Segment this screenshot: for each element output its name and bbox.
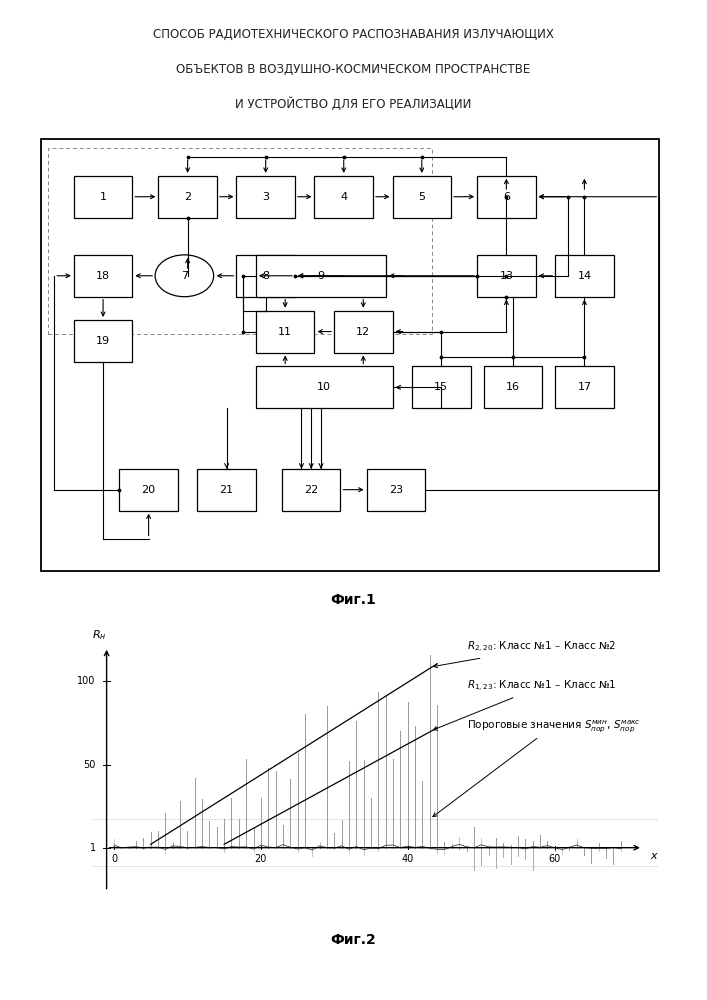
Text: 4: 4 xyxy=(340,192,347,202)
Text: 22: 22 xyxy=(304,485,318,495)
Text: 8: 8 xyxy=(262,271,269,281)
Text: И УСТРОЙСТВО ДЛЯ ЕГО РЕАЛИЗАЦИИ: И УСТРОЙСТВО ДЛЯ ЕГО РЕАЛИЗАЦИИ xyxy=(235,98,472,111)
FancyBboxPatch shape xyxy=(412,366,471,408)
FancyBboxPatch shape xyxy=(555,366,614,408)
Text: 23: 23 xyxy=(389,485,403,495)
Text: 19: 19 xyxy=(96,336,110,346)
Text: Фиг.1: Фиг.1 xyxy=(331,593,376,607)
Text: 1: 1 xyxy=(100,192,107,202)
Text: 9: 9 xyxy=(317,271,325,281)
Text: 13: 13 xyxy=(499,271,513,281)
Circle shape xyxy=(155,255,214,297)
FancyBboxPatch shape xyxy=(366,469,425,511)
FancyBboxPatch shape xyxy=(158,176,217,218)
FancyBboxPatch shape xyxy=(555,255,614,297)
Text: 1: 1 xyxy=(90,843,95,853)
Text: Пороговые значения $S_{пор}^{мин}$, $S_{пор}^{макс}$: Пороговые значения $S_{пор}^{мин}$, $S_{… xyxy=(433,718,641,817)
Text: 7: 7 xyxy=(181,271,188,281)
Text: ОБЪЕКТОВ В ВОЗДУШНО-КОСМИЧЕСКОМ ПРОСТРАНСТВЕ: ОБЪЕКТОВ В ВОЗДУШНО-КОСМИЧЕСКОМ ПРОСТРАН… xyxy=(176,63,531,76)
FancyBboxPatch shape xyxy=(256,311,315,353)
FancyBboxPatch shape xyxy=(74,320,132,362)
FancyBboxPatch shape xyxy=(236,255,295,297)
FancyBboxPatch shape xyxy=(315,176,373,218)
Text: 3: 3 xyxy=(262,192,269,202)
Text: $R_н$: $R_н$ xyxy=(92,628,107,642)
Text: 20: 20 xyxy=(141,485,156,495)
Text: 100: 100 xyxy=(77,676,95,686)
Text: $R_{1,23}$: Класс №1 – Класс №1: $R_{1,23}$: Класс №1 – Класс №1 xyxy=(433,679,617,730)
Text: 6: 6 xyxy=(503,192,510,202)
FancyBboxPatch shape xyxy=(236,176,295,218)
Text: 10: 10 xyxy=(317,382,332,392)
FancyBboxPatch shape xyxy=(477,176,536,218)
Text: 5: 5 xyxy=(419,192,426,202)
FancyBboxPatch shape xyxy=(256,255,386,297)
Text: 60: 60 xyxy=(549,854,561,864)
Text: 15: 15 xyxy=(434,382,448,392)
FancyBboxPatch shape xyxy=(484,366,542,408)
FancyBboxPatch shape xyxy=(119,469,178,511)
Text: 50: 50 xyxy=(83,760,95,770)
FancyBboxPatch shape xyxy=(256,366,392,408)
FancyBboxPatch shape xyxy=(334,311,392,353)
Text: 12: 12 xyxy=(356,327,370,337)
Text: $R_{2,20}$: Класс №1 – Класс №2: $R_{2,20}$: Класс №1 – Класс №2 xyxy=(433,640,616,668)
FancyBboxPatch shape xyxy=(282,469,341,511)
FancyBboxPatch shape xyxy=(197,469,256,511)
Text: 21: 21 xyxy=(220,485,234,495)
Text: 11: 11 xyxy=(278,327,292,337)
FancyBboxPatch shape xyxy=(477,255,536,297)
Text: 14: 14 xyxy=(578,271,592,281)
Text: $x$: $x$ xyxy=(650,851,659,861)
Text: 16: 16 xyxy=(506,382,520,392)
Text: Фиг.2: Фиг.2 xyxy=(331,933,376,947)
Text: 40: 40 xyxy=(402,854,414,864)
FancyBboxPatch shape xyxy=(74,176,132,218)
Text: 20: 20 xyxy=(255,854,267,864)
Text: 18: 18 xyxy=(96,271,110,281)
Text: 2: 2 xyxy=(184,192,191,202)
FancyBboxPatch shape xyxy=(392,176,451,218)
Text: 0: 0 xyxy=(111,854,117,864)
FancyBboxPatch shape xyxy=(74,255,132,297)
Text: 17: 17 xyxy=(578,382,592,392)
Text: СПОСОБ РАДИОТЕХНИЧЕСКОГО РАСПОЗНАВАНИЯ ИЗЛУЧАЮЩИХ: СПОСОБ РАДИОТЕХНИЧЕСКОГО РАСПОЗНАВАНИЯ И… xyxy=(153,28,554,41)
